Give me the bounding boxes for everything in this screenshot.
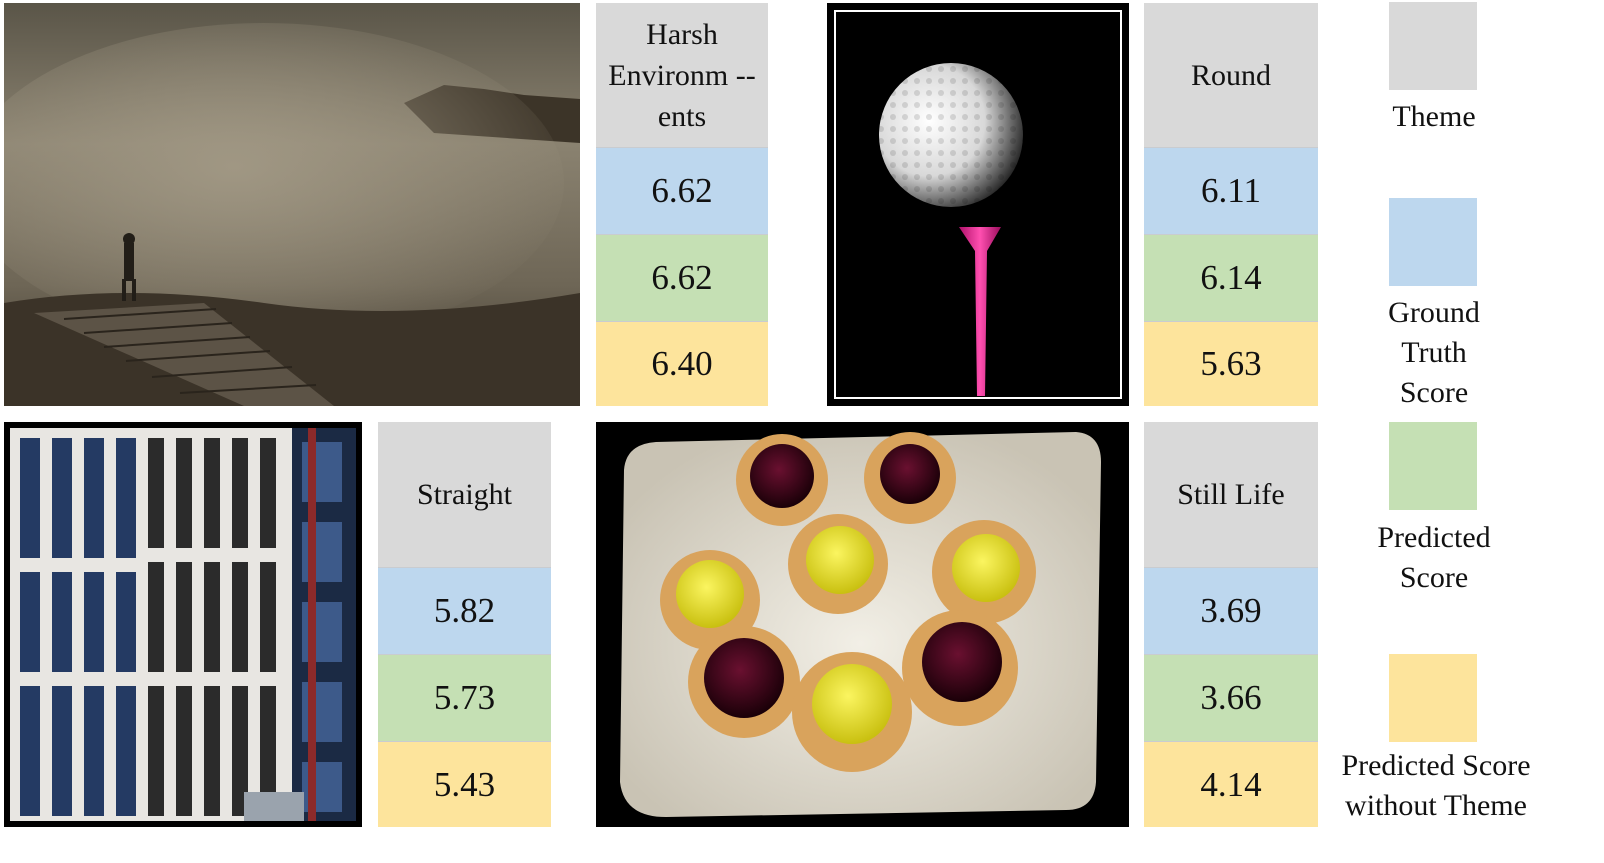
score-card-3: Straight 5.82 5.73 5.43 [378, 422, 551, 827]
legend-label-theme: Theme [1392, 100, 1476, 133]
legend-swatch-theme [1389, 2, 1477, 90]
predicted-score: 3.66 [1144, 654, 1318, 741]
legend-swatch-predicted-without-theme [1389, 654, 1477, 742]
ground-truth-score: 6.62 [596, 147, 768, 234]
theme-label: Round [1144, 3, 1318, 147]
ground-truth-score: 5.82 [378, 567, 551, 654]
legend-swatch-ground-truth [1389, 198, 1477, 286]
photo-foggy-landscape [4, 3, 580, 406]
photo-golf-ball [827, 3, 1129, 406]
legend-label-predicted: Predicted Score [1377, 521, 1491, 594]
theme-label: Straight [378, 422, 551, 567]
score-card-2: Round 6.11 6.14 5.63 [1144, 3, 1318, 406]
predicted-score-without-theme: 4.14 [1144, 741, 1318, 827]
predicted-score-without-theme: 5.43 [378, 741, 551, 827]
ground-truth-score: 6.11 [1144, 147, 1318, 234]
legend-label-predicted-without-theme: Predicted Score without Theme [1341, 749, 1531, 822]
photo-office-building [4, 422, 362, 827]
score-card-1: Harsh Environm --ents 6.62 6.62 6.40 [596, 3, 768, 406]
predicted-score-without-theme: 6.40 [596, 321, 768, 406]
theme-label: Still Life [1144, 422, 1318, 567]
legend-label-ground-truth: Ground Truth Score [1388, 296, 1480, 409]
predicted-score: 6.14 [1144, 234, 1318, 321]
predicted-score: 6.62 [596, 234, 768, 321]
predicted-score-without-theme: 5.63 [1144, 321, 1318, 406]
ground-truth-score: 3.69 [1144, 567, 1318, 654]
theme-label: Harsh Environm --ents [596, 3, 768, 147]
score-card-4: Still Life 3.69 3.66 4.14 [1144, 422, 1318, 827]
photo-tarts-on-plate [596, 422, 1129, 827]
legend-swatch-predicted [1389, 422, 1477, 510]
predicted-score: 5.73 [378, 654, 551, 741]
